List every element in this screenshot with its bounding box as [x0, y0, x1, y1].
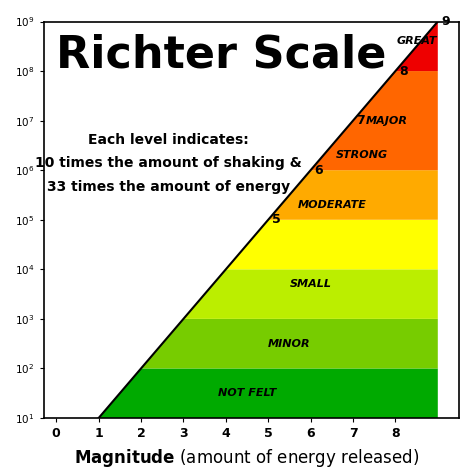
Text: NOT FELT: NOT FELT — [218, 388, 276, 398]
Text: GREAT: GREAT — [396, 36, 437, 46]
Text: 5: 5 — [272, 213, 280, 226]
Polygon shape — [268, 170, 438, 220]
Text: Richter Scale: Richter Scale — [56, 33, 386, 76]
Text: Each level indicates:: Each level indicates: — [88, 133, 248, 146]
Polygon shape — [141, 319, 438, 368]
Text: 6: 6 — [314, 164, 323, 177]
Text: SMALL: SMALL — [290, 279, 332, 289]
Text: MODERATE: MODERATE — [297, 200, 366, 210]
Polygon shape — [310, 71, 438, 170]
Text: 7: 7 — [356, 114, 365, 127]
Text: 8: 8 — [399, 64, 408, 78]
Text: MAJOR: MAJOR — [366, 116, 408, 126]
Text: STRONG: STRONG — [336, 150, 388, 160]
Polygon shape — [395, 21, 438, 71]
Polygon shape — [183, 269, 438, 319]
Polygon shape — [56, 368, 438, 467]
Text: $\bf{Magnitude}$ $\rm{(amount\ of\ energy\ released)}$: $\bf{Magnitude}$ $\rm{(amount\ of\ energ… — [74, 447, 419, 469]
Text: 9: 9 — [441, 15, 450, 28]
Text: MINOR: MINOR — [268, 338, 311, 349]
Text: 10 times the amount of shaking &: 10 times the amount of shaking & — [35, 156, 301, 170]
Polygon shape — [226, 220, 438, 269]
Text: 33 times the amount of energy: 33 times the amount of energy — [46, 180, 290, 194]
